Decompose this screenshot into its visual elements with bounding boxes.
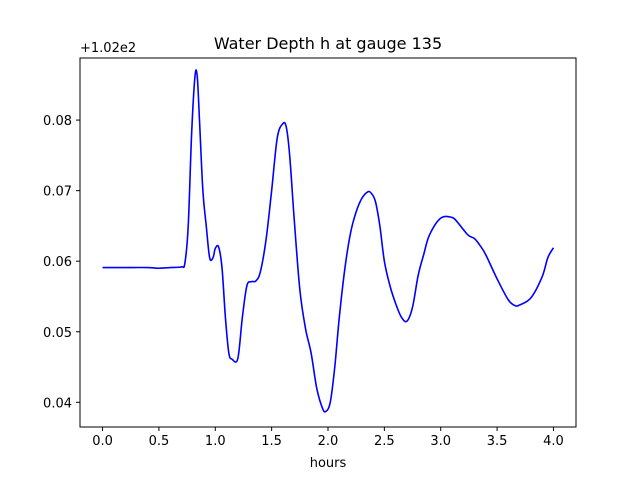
x-tick-label: 1.0: [205, 434, 226, 449]
x-tick-label: 1.5: [261, 434, 282, 449]
y-axis-offset-label: +1.02e2: [80, 41, 136, 56]
x-tick-label: 3.0: [430, 434, 451, 449]
plot-area: 0.0 0.5 1.0 1.5 2.0 2.5 3.0 3.5 4.0 0.04 0.05 0.06 0…: [43, 57, 577, 449]
x-tick-label: 4.0: [543, 434, 564, 449]
series-line-0: [102, 69, 555, 413]
x-tick-label: 3.5: [487, 434, 508, 449]
x-tick-label: 2.0: [318, 434, 339, 449]
y-tick-label: 0.08: [43, 114, 72, 129]
y-tick-label: 0.05: [43, 326, 72, 341]
chart-title: Water Depth h at gauge 135: [214, 34, 442, 53]
y-tick-label: 0.07: [43, 185, 72, 200]
y-tick-label: 0.04: [43, 396, 72, 411]
x-tick-label: 0.0: [92, 434, 113, 449]
x-tick-label: 0.5: [149, 434, 170, 449]
x-axis-label: hours: [310, 456, 347, 471]
y-tick-label: 0.06: [43, 255, 72, 270]
x-tick-label: 2.5: [374, 434, 395, 449]
